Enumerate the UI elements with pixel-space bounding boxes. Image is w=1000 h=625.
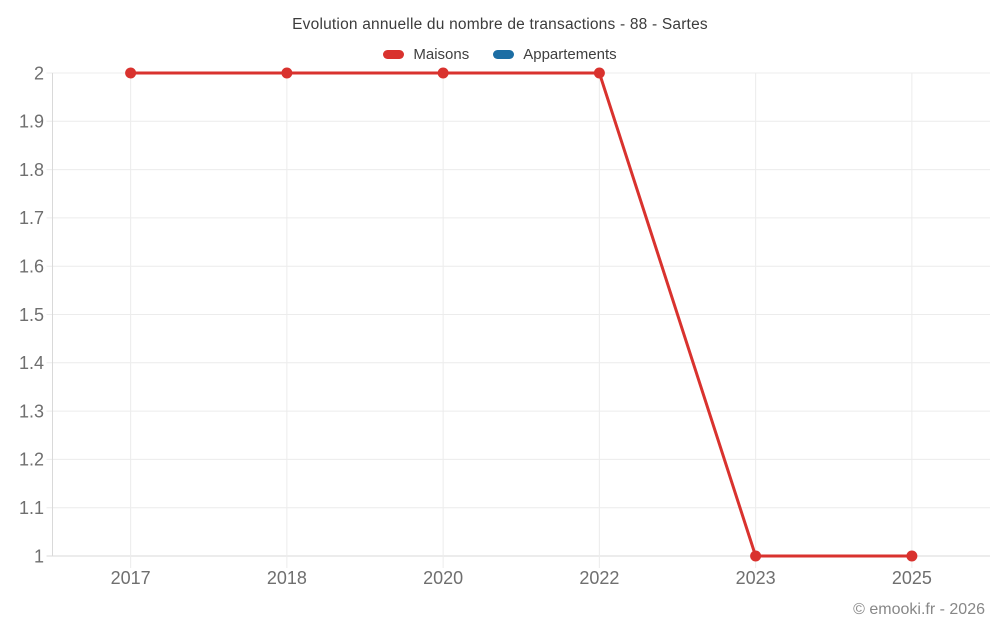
data-point-marker-maisons-2023[interactable] bbox=[750, 550, 762, 562]
x-axis-label-2020: 2020 bbox=[423, 568, 463, 588]
data-point-marker-maisons-2022[interactable] bbox=[593, 67, 605, 79]
series-line-maisons bbox=[129, 71, 914, 558]
legend: Maisons Appartements bbox=[0, 46, 1000, 63]
legend-item-maisons[interactable]: Maisons bbox=[383, 46, 469, 63]
legend-item-appartements[interactable]: Appartements bbox=[493, 46, 617, 63]
x-axis-label-2018: 2018 bbox=[267, 568, 307, 588]
x-axis-label-2025: 2025 bbox=[892, 568, 932, 588]
y-axis-label-1.2: 1.2 bbox=[19, 450, 44, 470]
y-axis-label-1.9: 1.9 bbox=[19, 112, 44, 132]
x-axis-label-2023: 2023 bbox=[736, 568, 776, 588]
data-point-marker-maisons-2018[interactable] bbox=[281, 67, 293, 79]
y-axis-label-1.3: 1.3 bbox=[19, 401, 44, 421]
legend-label-appartements: Appartements bbox=[523, 46, 617, 63]
y-axis-label-1.5: 1.5 bbox=[19, 305, 44, 325]
chart-title: Evolution annuelle du nombre de transact… bbox=[292, 16, 708, 33]
legend-swatch-appartements bbox=[493, 50, 515, 59]
y-axis-label-2: 2 bbox=[34, 63, 44, 83]
legend-label-maisons: Maisons bbox=[413, 46, 470, 63]
legend-swatch-maisons bbox=[383, 50, 405, 59]
y-axis-label-1.6: 1.6 bbox=[19, 257, 44, 277]
y-axis-label-1.7: 1.7 bbox=[19, 208, 44, 228]
data-point-marker-maisons-2025[interactable] bbox=[906, 550, 918, 562]
y-axis-label-1.4: 1.4 bbox=[19, 353, 44, 373]
y-axis-label-1.8: 1.8 bbox=[19, 160, 44, 180]
copyright: © emooki.fr - 2026 bbox=[853, 601, 985, 618]
x-axis-label-2022: 2022 bbox=[579, 568, 619, 588]
data-point-marker-maisons-2017[interactable] bbox=[125, 67, 137, 79]
data-point-marker-maisons-2020[interactable] bbox=[437, 67, 449, 79]
x-axis-label-2017: 2017 bbox=[111, 568, 151, 588]
y-axis-label-1.1: 1.1 bbox=[19, 498, 44, 518]
y-axis-label-1: 1 bbox=[34, 546, 44, 566]
